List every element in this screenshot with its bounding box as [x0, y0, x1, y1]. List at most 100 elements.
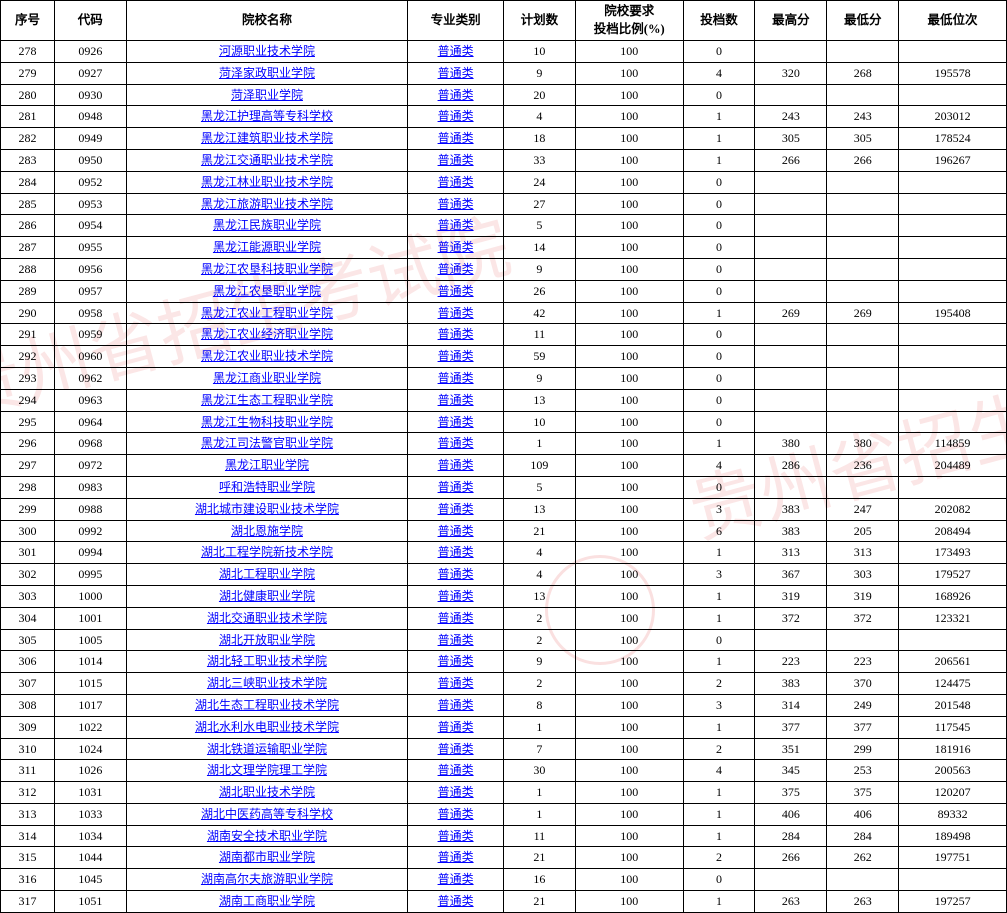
school-link[interactable]: 湖北三峡职业技术学院: [207, 676, 327, 690]
school-link[interactable]: 黑龙江旅游职业技术学院: [201, 197, 333, 211]
type-link[interactable]: 普通类: [438, 327, 474, 341]
type-link[interactable]: 普通类: [438, 240, 474, 254]
type-link[interactable]: 普通类: [438, 872, 474, 886]
school-link[interactable]: 菏泽家政职业学院: [219, 66, 315, 80]
school-link[interactable]: 黑龙江农垦科技职业学院: [201, 262, 333, 276]
cell-count: 1: [683, 433, 755, 455]
table-body: 2780926河源职业技术学院普通类1010002790927菏泽家政职业学院普…: [1, 41, 1007, 913]
school-link[interactable]: 黑龙江民族职业学院: [213, 218, 321, 232]
cell-high: 383: [755, 673, 827, 695]
type-link[interactable]: 普通类: [438, 589, 474, 603]
type-link[interactable]: 普通类: [438, 829, 474, 843]
type-link[interactable]: 普通类: [438, 153, 474, 167]
type-link[interactable]: 普通类: [438, 66, 474, 80]
cell-name: 湖南都市职业学院: [126, 847, 407, 869]
school-link[interactable]: 黑龙江职业学院: [225, 458, 309, 472]
cell-count: 3: [683, 498, 755, 520]
school-link[interactable]: 黑龙江护理高等专科学校: [201, 109, 333, 123]
school-link[interactable]: 黑龙江林业职业技术学院: [201, 175, 333, 189]
cell-ratio: 100: [575, 891, 683, 913]
type-link[interactable]: 普通类: [438, 698, 474, 712]
school-link[interactable]: 湖北铁道运输职业学院: [207, 742, 327, 756]
type-link[interactable]: 普通类: [438, 436, 474, 450]
school-link[interactable]: 黑龙江农业职业技术学院: [201, 349, 333, 363]
school-link[interactable]: 湖北职业技术学院: [219, 785, 315, 799]
type-link[interactable]: 普通类: [438, 306, 474, 320]
school-link[interactable]: 黑龙江建筑职业技术学院: [201, 131, 333, 145]
school-link[interactable]: 湖北交通职业技术学院: [207, 611, 327, 625]
type-link[interactable]: 普通类: [438, 44, 474, 58]
type-link[interactable]: 普通类: [438, 654, 474, 668]
cell-name: 菏泽职业学院: [126, 84, 407, 106]
table-row: 3000992湖北恩施学院普通类211006383205208494: [1, 520, 1007, 542]
type-link[interactable]: 普通类: [438, 633, 474, 647]
school-link[interactable]: 黑龙江交通职业技术学院: [201, 153, 333, 167]
school-link[interactable]: 黑龙江农垦职业学院: [213, 284, 321, 298]
school-link[interactable]: 呼和浩特职业学院: [219, 480, 315, 494]
school-link[interactable]: 黑龙江能源职业学院: [213, 240, 321, 254]
cell-type: 普通类: [408, 346, 504, 368]
school-link[interactable]: 河源职业技术学院: [219, 44, 315, 58]
type-link[interactable]: 普通类: [438, 197, 474, 211]
cell-type: 普通类: [408, 215, 504, 237]
type-link[interactable]: 普通类: [438, 524, 474, 538]
type-link[interactable]: 普通类: [438, 545, 474, 559]
cell-ratio: 100: [575, 694, 683, 716]
school-link[interactable]: 黑龙江司法警官职业学院: [201, 436, 333, 450]
type-link[interactable]: 普通类: [438, 109, 474, 123]
school-link[interactable]: 湖北恩施学院: [231, 524, 303, 538]
school-link[interactable]: 湖北工程学院新技术学院: [201, 545, 333, 559]
school-link[interactable]: 湖北健康职业学院: [219, 589, 315, 603]
type-link[interactable]: 普通类: [438, 763, 474, 777]
type-link[interactable]: 普通类: [438, 502, 474, 516]
school-link[interactable]: 湖北工程职业学院: [219, 567, 315, 581]
cell-ratio: 100: [575, 869, 683, 891]
type-link[interactable]: 普通类: [438, 567, 474, 581]
cell-code: 1005: [54, 629, 126, 651]
type-link[interactable]: 普通类: [438, 720, 474, 734]
type-link[interactable]: 普通类: [438, 262, 474, 276]
type-link[interactable]: 普通类: [438, 415, 474, 429]
school-link[interactable]: 湖北城市建设职业技术学院: [195, 502, 339, 516]
cell-seq: 295: [1, 411, 55, 433]
school-link[interactable]: 湖南工商职业学院: [219, 894, 315, 908]
school-link[interactable]: 黑龙江生态工程职业学院: [201, 393, 333, 407]
cell-type: 普通类: [408, 891, 504, 913]
school-link[interactable]: 湖北开放职业学院: [219, 633, 315, 647]
school-link[interactable]: 菏泽职业学院: [231, 88, 303, 102]
type-link[interactable]: 普通类: [438, 894, 474, 908]
school-link[interactable]: 湖北生态工程职业技术学院: [195, 698, 339, 712]
school-link[interactable]: 湖北文理学院理工学院: [207, 763, 327, 777]
school-link[interactable]: 黑龙江农业经济职业学院: [201, 327, 333, 341]
type-link[interactable]: 普通类: [438, 850, 474, 864]
school-link[interactable]: 黑龙江生物科技职业学院: [201, 415, 333, 429]
type-link[interactable]: 普通类: [438, 480, 474, 494]
school-link[interactable]: 黑龙江商业职业学院: [213, 371, 321, 385]
cell-code: 1000: [54, 585, 126, 607]
cell-rank: 201548: [899, 694, 1007, 716]
type-link[interactable]: 普通类: [438, 458, 474, 472]
type-link[interactable]: 普通类: [438, 807, 474, 821]
school-link[interactable]: 湖北中医药高等专科学校: [201, 807, 333, 821]
type-link[interactable]: 普通类: [438, 88, 474, 102]
type-link[interactable]: 普通类: [438, 785, 474, 799]
cell-low: 313: [827, 542, 899, 564]
type-link[interactable]: 普通类: [438, 611, 474, 625]
school-link[interactable]: 湖南安全技术职业学院: [207, 829, 327, 843]
school-link[interactable]: 湖北轻工职业技术学院: [207, 654, 327, 668]
cell-type: 普通类: [408, 564, 504, 586]
type-link[interactable]: 普通类: [438, 349, 474, 363]
school-link[interactable]: 湖南都市职业学院: [219, 850, 315, 864]
type-link[interactable]: 普通类: [438, 742, 474, 756]
type-link[interactable]: 普通类: [438, 175, 474, 189]
type-link[interactable]: 普通类: [438, 393, 474, 407]
type-link[interactable]: 普通类: [438, 676, 474, 690]
school-link[interactable]: 黑龙江农业工程职业学院: [201, 306, 333, 320]
type-link[interactable]: 普通类: [438, 218, 474, 232]
school-link[interactable]: 湖南高尔夫旅游职业学院: [201, 872, 333, 886]
type-link[interactable]: 普通类: [438, 284, 474, 298]
school-link[interactable]: 湖北水利水电职业技术学院: [195, 720, 339, 734]
type-link[interactable]: 普通类: [438, 371, 474, 385]
table-row: 2800930菏泽职业学院普通类201000: [1, 84, 1007, 106]
type-link[interactable]: 普通类: [438, 131, 474, 145]
